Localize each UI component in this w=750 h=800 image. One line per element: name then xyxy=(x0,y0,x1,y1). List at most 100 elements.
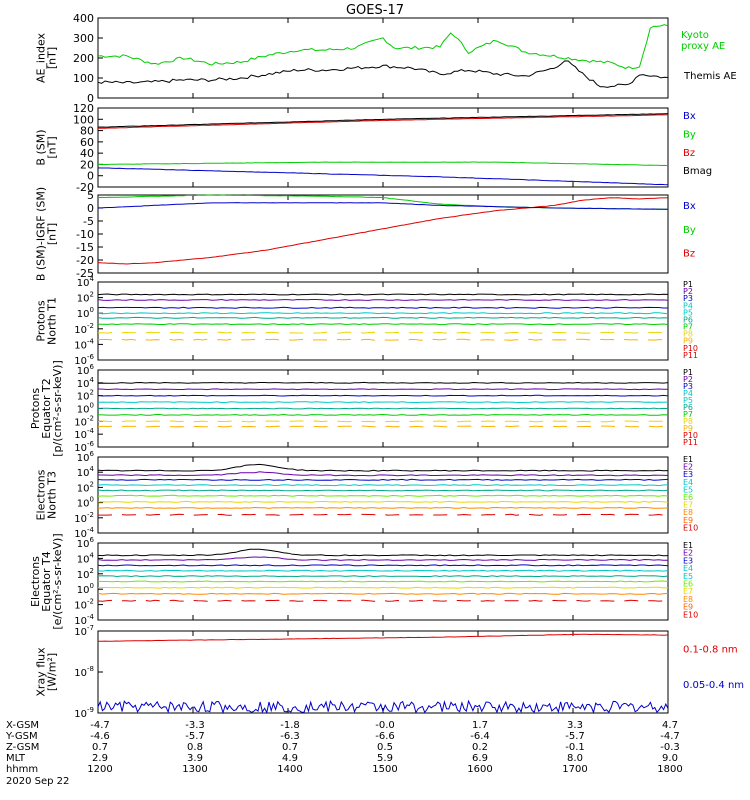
legend-entry: P7 xyxy=(683,323,693,332)
legend-entry: E9 xyxy=(683,516,693,525)
panel-frame xyxy=(97,630,669,714)
y-tick-label: -5 xyxy=(83,215,94,228)
y-axis-label: Equator T2 xyxy=(40,378,53,438)
series-e4 xyxy=(97,484,669,487)
legend-entry: E6 xyxy=(683,580,693,589)
y-axis-label: [nT] xyxy=(46,47,59,69)
ephemeris-value: -0.3 xyxy=(660,742,680,753)
y-tick-label: 100 xyxy=(77,306,94,320)
ephemeris-value: 1200 xyxy=(87,764,112,775)
series-e8 xyxy=(97,592,669,595)
series-e7 xyxy=(97,586,669,589)
y-tick-label: 10-9 xyxy=(74,706,94,720)
y-axis-label: B (SM) xyxy=(35,129,48,165)
series-p1 xyxy=(97,381,669,384)
y-tick-label: 104 xyxy=(77,465,95,479)
ephemeris-value: 4.9 xyxy=(282,753,298,764)
y-axis-label: [nT] xyxy=(46,223,59,245)
legend-entry: E2 xyxy=(683,463,693,472)
panel-xray: 10-9 10-8 10-7 Xray flux[W/m²] 0.1-0.8 nm 0.0… xyxy=(35,624,745,720)
legend-entry: P1 xyxy=(683,368,693,377)
ephemeris-value: 1800 xyxy=(657,764,682,775)
legend-entry: By xyxy=(683,129,696,140)
legend-entry: 0.05-0.4 nm xyxy=(683,680,744,691)
y-tick-label: 10-4 xyxy=(74,337,94,351)
y-axis-label: AE_index xyxy=(35,32,48,83)
y-tick-label: -20 xyxy=(76,254,94,267)
plot-title: GOES-17 xyxy=(346,3,404,18)
ephemeris-row-label: MLT xyxy=(6,753,26,764)
legend-entry: P8 xyxy=(683,417,693,426)
ephemeris-value: 0.2 xyxy=(472,742,488,753)
series-p5 xyxy=(97,316,669,319)
ephemeris-value: 0.7 xyxy=(92,742,108,753)
ephemeris-value: 8.0 xyxy=(567,753,583,764)
legend-entry: E3 xyxy=(683,556,693,565)
y-tick-label: 100 xyxy=(77,496,94,510)
legend-entry: P10 xyxy=(683,344,698,353)
legend-entry: E6 xyxy=(683,493,693,502)
series-e6 xyxy=(97,494,669,497)
y-axis-label: Protons xyxy=(35,300,48,341)
y-tick-label: 200 xyxy=(73,52,94,65)
legend-entry: P7 xyxy=(683,410,693,419)
ephemeris-value: 2.9 xyxy=(92,753,108,764)
legend-entry: P5 xyxy=(683,308,693,317)
legend-entry: P9 xyxy=(683,337,693,346)
panel-frame xyxy=(97,194,669,274)
series-bx xyxy=(98,202,669,210)
series-p1 xyxy=(97,293,669,296)
legend-entry: 0.1-0.8 nm xyxy=(683,644,738,655)
ephemeris-value: 5.9 xyxy=(377,753,393,764)
legend-entry: E5 xyxy=(683,572,693,581)
series-p4 xyxy=(97,312,669,315)
ephemeris-value: -0.1 xyxy=(565,742,585,753)
y-axis-label: [p/(cm²-s-sr-keV)] xyxy=(51,360,64,457)
legend-entry: Kyoto xyxy=(681,30,709,41)
panel-bigrf: -25-20-15-10-505 B (SM)-IGRF (SM)[nT] Bx By… xyxy=(35,187,696,281)
ephemeris-value: 3.9 xyxy=(187,753,203,764)
series-e4 xyxy=(97,569,669,572)
legend-entry: P2 xyxy=(683,375,693,384)
legend-entry: E4 xyxy=(683,564,693,573)
series-bz xyxy=(97,197,669,265)
ephemeris-value: 9.0 xyxy=(662,753,678,764)
ephemeris-value: 0.7 xyxy=(282,742,298,753)
y-tick-label: 10-2 xyxy=(74,598,94,612)
series-p5 xyxy=(97,407,669,410)
ephemeris-value: 4.7 xyxy=(662,720,678,731)
ephemeris-value: 1300 xyxy=(182,764,207,775)
legend-entry: E3 xyxy=(683,470,693,479)
ephemeris-value: -3.3 xyxy=(185,720,205,731)
legend-entry: E4 xyxy=(683,478,693,487)
y-tick-label: 100 xyxy=(73,72,94,85)
ephemeris-row-label: hhmm xyxy=(6,764,38,775)
legend-entry: P10 xyxy=(683,431,698,440)
y-axis-label: B (SM)-IGRF (SM) xyxy=(35,187,48,281)
legend-entry: P1 xyxy=(683,280,693,289)
ephemeris-value: 1600 xyxy=(467,764,492,775)
ephemeris-table: X-GSM -4.7 -3.3 -1.8 -0.0 1.7 3.3 4.7Y-GSM -4.6-… xyxy=(5,720,683,787)
legend-entry: E5 xyxy=(683,485,693,494)
ephemeris-value: 0.8 xyxy=(187,742,203,753)
y-tick-label: 0 xyxy=(87,92,94,105)
y-tick-label: 100 xyxy=(73,113,94,126)
y-tick-label: -15 xyxy=(76,241,94,254)
series-e3 xyxy=(97,564,669,567)
legend-entry: P5 xyxy=(683,396,693,405)
legend-entry: E1 xyxy=(683,541,693,550)
legend-entry: P6 xyxy=(683,403,693,412)
y-tick-label: 60 xyxy=(80,136,94,149)
series-p2 xyxy=(97,388,668,391)
series-p7 xyxy=(97,420,669,423)
y-tick-label: 10-2 xyxy=(74,511,94,525)
legend-entry: Bz xyxy=(683,148,695,159)
series-e2 xyxy=(97,556,668,561)
series-p8 xyxy=(97,425,668,428)
y-tick-label: -10 xyxy=(76,228,94,241)
ephemeris-value: 1500 xyxy=(372,764,397,775)
y-tick-label: 5 xyxy=(87,189,94,202)
ephemeris-row-label: Z-GSM xyxy=(6,742,39,753)
